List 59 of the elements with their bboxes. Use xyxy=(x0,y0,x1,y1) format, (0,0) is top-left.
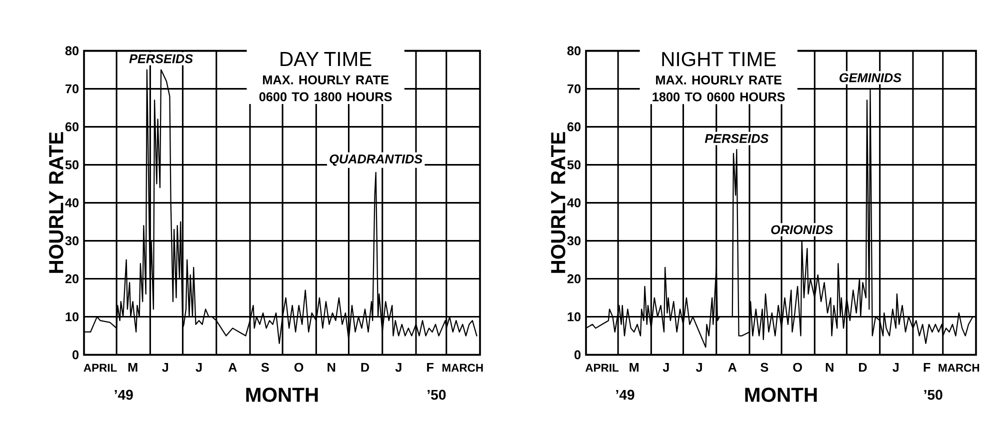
x-tick-label: J xyxy=(196,362,202,372)
y-tick-label: 80 xyxy=(65,46,79,56)
x-tick-label: A xyxy=(728,362,737,372)
x-tick-label: D xyxy=(361,362,370,372)
y-axis-title: HOURLY RATE xyxy=(48,132,64,273)
x-tick-label: O xyxy=(793,362,802,372)
y-tick-label: 60 xyxy=(567,122,581,132)
text: ’50 xyxy=(924,390,942,400)
chart-title: DAY TIME xyxy=(280,52,372,66)
x-axis-title: MONTH xyxy=(246,388,318,402)
x-tick-label: J xyxy=(696,362,702,372)
y-tick-label: 20 xyxy=(65,274,79,284)
annotation: PERSEIDS xyxy=(704,134,769,143)
x-tick-label: J xyxy=(892,362,899,372)
y-tick-label: 30 xyxy=(65,236,79,246)
x-tick-label: S xyxy=(261,362,269,372)
y-tick-label: 10 xyxy=(568,312,581,322)
y-tick-label: 30 xyxy=(567,236,581,246)
text: ’49 xyxy=(616,390,634,400)
text: ’50 xyxy=(428,390,446,400)
annotation: GEMINIDS xyxy=(840,73,902,82)
x-tick-label: J xyxy=(662,362,669,372)
y-axis-title: HOURLY RATE xyxy=(550,132,566,273)
x-tick-label: O xyxy=(294,362,304,372)
x-tick-label: MARCH xyxy=(938,364,980,372)
x-tick-label: M xyxy=(128,362,138,372)
x-tick-label: N xyxy=(328,362,336,372)
y-tick-label: 60 xyxy=(65,122,79,132)
x-tick-label: N xyxy=(826,362,834,372)
x-tick-label: APRIL xyxy=(84,364,117,372)
annotation: PERSEIDS xyxy=(129,54,193,64)
x-tick-label: F xyxy=(924,362,930,372)
x-tick-label: A xyxy=(228,362,237,372)
x-tick-label: MARCH xyxy=(442,364,483,372)
x-tick-label: APRIL xyxy=(585,364,619,372)
x-tick-label: J xyxy=(162,362,168,372)
y-tick-label: 50 xyxy=(65,160,79,170)
annotation: ORIONIDS xyxy=(771,225,833,234)
text: MAX. HOURLY RATE 0600 TO 1800 HOURS xyxy=(259,75,392,102)
y-tick-label: 70 xyxy=(66,84,79,94)
y-tick-label: 10 xyxy=(66,312,79,322)
chart-title: NIGHT TIME xyxy=(662,52,776,66)
y-tick-label: 0 xyxy=(72,350,79,360)
y-tick-label: 40 xyxy=(567,198,581,208)
y-tick-label: 20 xyxy=(567,274,581,284)
x-tick-label: M xyxy=(630,362,639,372)
y-tick-label: 50 xyxy=(567,160,581,170)
x-tick-label: D xyxy=(859,362,867,372)
y-tick-label: 0 xyxy=(574,350,581,360)
y-tick-label: 40 xyxy=(65,198,79,208)
text: ’49 xyxy=(114,390,133,400)
text: MAX. HOURLY RATE 1800 TO 0600 HOURS xyxy=(652,76,785,102)
x-tick-label: F xyxy=(427,362,434,372)
annotation: QUADRANTIDS xyxy=(330,154,422,166)
x-tick-label: S xyxy=(760,362,768,372)
x-tick-label: J xyxy=(395,362,402,372)
y-tick-label: 80 xyxy=(567,46,581,56)
x-axis-title: MONTH xyxy=(745,388,817,402)
y-tick-label: 70 xyxy=(568,84,581,94)
